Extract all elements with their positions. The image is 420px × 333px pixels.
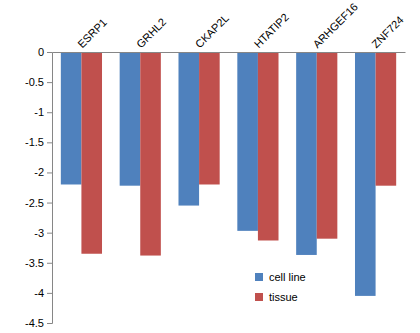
y-tick: 0 <box>38 46 52 58</box>
x-axis-line <box>53 52 406 53</box>
x-tick-label: ESRP1 <box>75 16 109 50</box>
y-tick-mark <box>47 112 52 113</box>
y-tick-mark <box>47 203 52 204</box>
bar <box>376 52 397 186</box>
bar <box>317 52 338 239</box>
y-tick-mark <box>47 172 52 173</box>
x-tick-label: HTATIP2 <box>252 11 291 50</box>
plot: 0 -0.5 -1 -1.5 -2 -2.5 -3 -3.5 -4 -4.5 ESRP1 GRHL2 C… <box>25 1 406 329</box>
x-tick: ZNF724 <box>369 14 406 52</box>
y-tick-label: -2 <box>34 166 44 178</box>
legend: cell line tissue <box>255 271 306 303</box>
x-tick-label: CKAP2L <box>193 12 231 50</box>
y-axis-line <box>47 53 53 324</box>
x-tick-label: GRHL2 <box>134 16 168 50</box>
bars <box>61 52 396 296</box>
y-tick-mark <box>47 263 52 264</box>
bar <box>120 52 141 186</box>
x-tick: CKAP2L <box>193 12 231 52</box>
y-tick-label: 0 <box>38 46 44 58</box>
legend-swatch <box>255 293 263 301</box>
y-tick: -2.5 <box>25 197 52 209</box>
legend-item: cell line <box>255 271 306 283</box>
y-tick-label: -0.5 <box>25 76 44 88</box>
bar <box>296 52 317 255</box>
y-tick-mark <box>47 142 52 143</box>
bar <box>237 52 258 231</box>
y-tick-mark <box>47 323 52 324</box>
y-tick-label: -2.5 <box>25 197 44 209</box>
legend-item: tissue <box>255 291 298 303</box>
y-tick-label: -3 <box>34 227 44 239</box>
x-tick: GRHL2 <box>134 16 168 52</box>
bar <box>355 52 376 296</box>
y-tick-label: -3.5 <box>25 257 44 269</box>
bar <box>61 52 82 184</box>
y-tick-label: -4.5 <box>25 317 44 329</box>
bar <box>81 52 102 254</box>
x-tick-label: ZNF724 <box>369 14 406 51</box>
y-tick: -1 <box>34 106 52 118</box>
legend-label: cell line <box>269 271 306 283</box>
bar <box>199 52 220 184</box>
x-tick: ARHGEF16 <box>310 1 360 52</box>
bar <box>178 52 199 206</box>
x-tick-label: ARHGEF16 <box>310 1 360 51</box>
y-axis: 0 -0.5 -1 -1.5 -2 -2.5 -3 -3.5 -4 -4.5 <box>25 46 52 329</box>
y-tick-mark <box>47 233 52 234</box>
y-tick: -1.5 <box>25 136 52 148</box>
y-tick: -4 <box>34 287 52 299</box>
y-tick: -3 <box>34 227 52 239</box>
bar <box>140 52 161 256</box>
legend-label: tissue <box>269 291 298 303</box>
x-axis: ESRP1 GRHL2 CKAP2L HTATIP2 ARHGEF16ZNF724 <box>53 1 406 53</box>
bar <box>258 52 279 240</box>
y-tick: -0.5 <box>25 76 52 88</box>
x-tick: ESRP1 <box>75 16 109 52</box>
y-tick-label: -1 <box>34 106 44 118</box>
y-tick: -4.5 <box>25 317 52 329</box>
y-tick: -3.5 <box>25 257 52 269</box>
y-tick: -2 <box>34 166 52 178</box>
y-tick-mark <box>47 82 52 83</box>
chart: 0 -0.5 -1 -1.5 -2 -2.5 -3 -3.5 -4 -4.5 ESRP1 GRHL2 C… <box>0 0 420 333</box>
y-tick-label: -1.5 <box>25 136 44 148</box>
y-tick-mark <box>47 293 52 294</box>
x-tick: HTATIP2 <box>252 11 291 52</box>
y-tick-mark <box>47 52 52 53</box>
legend-swatch <box>255 273 263 281</box>
y-tick-label: -4 <box>34 287 44 299</box>
